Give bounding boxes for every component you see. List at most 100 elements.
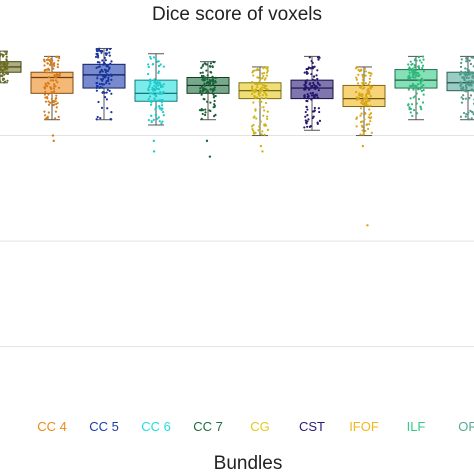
data-point bbox=[310, 98, 313, 101]
data-point bbox=[407, 88, 410, 91]
data-point bbox=[469, 94, 473, 97]
data-point bbox=[318, 110, 321, 114]
data-point bbox=[422, 70, 425, 73]
data-point bbox=[161, 110, 165, 114]
data-point bbox=[265, 71, 269, 74]
data-point bbox=[103, 56, 106, 59]
data-point bbox=[263, 85, 267, 88]
data-point bbox=[156, 117, 159, 120]
data-point bbox=[309, 87, 312, 90]
data-point bbox=[252, 101, 255, 104]
box-plot bbox=[0, 50, 22, 84]
data-point bbox=[361, 129, 364, 132]
data-point bbox=[409, 97, 412, 100]
data-point bbox=[310, 85, 313, 88]
data-point bbox=[99, 70, 102, 73]
data-point bbox=[209, 101, 212, 104]
data-point bbox=[417, 55, 421, 59]
data-point bbox=[469, 62, 473, 66]
data-point bbox=[106, 107, 109, 110]
data-point bbox=[209, 88, 212, 91]
data-point bbox=[407, 63, 410, 66]
data-point bbox=[266, 128, 270, 132]
data-point bbox=[266, 69, 269, 72]
data-point bbox=[417, 79, 420, 82]
data-point bbox=[161, 85, 164, 88]
data-point bbox=[465, 76, 468, 80]
data-point bbox=[411, 70, 414, 73]
data-point bbox=[369, 94, 372, 98]
data-point bbox=[105, 64, 108, 67]
data-point bbox=[309, 92, 312, 95]
data-point bbox=[3, 68, 6, 71]
data-point bbox=[262, 72, 266, 75]
data-point bbox=[311, 116, 314, 120]
data-point bbox=[52, 103, 56, 106]
data-point bbox=[102, 77, 105, 80]
data-point bbox=[468, 73, 471, 76]
data-point bbox=[262, 114, 265, 117]
data-point bbox=[471, 75, 474, 78]
data-point bbox=[313, 110, 316, 113]
data-point bbox=[263, 91, 266, 94]
data-point bbox=[309, 67, 312, 70]
data-point bbox=[265, 66, 268, 69]
data-point bbox=[156, 83, 159, 86]
data-point bbox=[360, 84, 364, 88]
data-point bbox=[306, 92, 309, 96]
data-point bbox=[414, 95, 417, 98]
data-point bbox=[421, 55, 425, 58]
data-point bbox=[409, 68, 412, 71]
data-point bbox=[355, 125, 358, 128]
data-point bbox=[108, 74, 111, 77]
data-point bbox=[262, 106, 265, 109]
data-point bbox=[313, 65, 316, 68]
data-point bbox=[109, 47, 112, 51]
data-point bbox=[259, 120, 262, 123]
data-point bbox=[419, 82, 422, 85]
data-point bbox=[364, 98, 367, 101]
data-point bbox=[464, 97, 467, 100]
data-point bbox=[262, 74, 265, 78]
data-point bbox=[316, 69, 319, 72]
data-point bbox=[416, 83, 420, 86]
data-point bbox=[3, 61, 6, 64]
data-point bbox=[214, 76, 217, 80]
data-point bbox=[418, 67, 421, 70]
data-point bbox=[108, 66, 111, 69]
data-point bbox=[43, 93, 47, 96]
data-point bbox=[208, 109, 211, 112]
data-point bbox=[47, 103, 51, 106]
data-point bbox=[311, 78, 315, 81]
data-point bbox=[464, 70, 467, 74]
data-point bbox=[101, 70, 104, 73]
data-point bbox=[471, 80, 474, 83]
data-point bbox=[263, 78, 267, 81]
data-point bbox=[47, 55, 50, 59]
data-point bbox=[108, 89, 111, 92]
data-point bbox=[412, 96, 415, 99]
data-point bbox=[108, 54, 111, 57]
data-point bbox=[257, 92, 260, 96]
data-point bbox=[360, 112, 363, 115]
data-point bbox=[415, 92, 418, 95]
data-point bbox=[258, 82, 261, 85]
data-point bbox=[212, 89, 215, 93]
data-point bbox=[305, 105, 308, 109]
data-point bbox=[206, 89, 209, 92]
data-point bbox=[146, 88, 150, 91]
data-point bbox=[110, 92, 113, 95]
data-point bbox=[258, 94, 261, 97]
data-point bbox=[356, 82, 360, 85]
data-point bbox=[465, 88, 468, 91]
data-point bbox=[464, 67, 467, 70]
data-point bbox=[100, 49, 103, 53]
data-point bbox=[158, 120, 161, 123]
data-point bbox=[313, 106, 316, 110]
data-point bbox=[105, 82, 108, 85]
data-point bbox=[159, 90, 162, 94]
data-point bbox=[110, 118, 113, 121]
data-point bbox=[152, 89, 155, 92]
data-point bbox=[409, 60, 412, 63]
data-point bbox=[364, 70, 367, 73]
